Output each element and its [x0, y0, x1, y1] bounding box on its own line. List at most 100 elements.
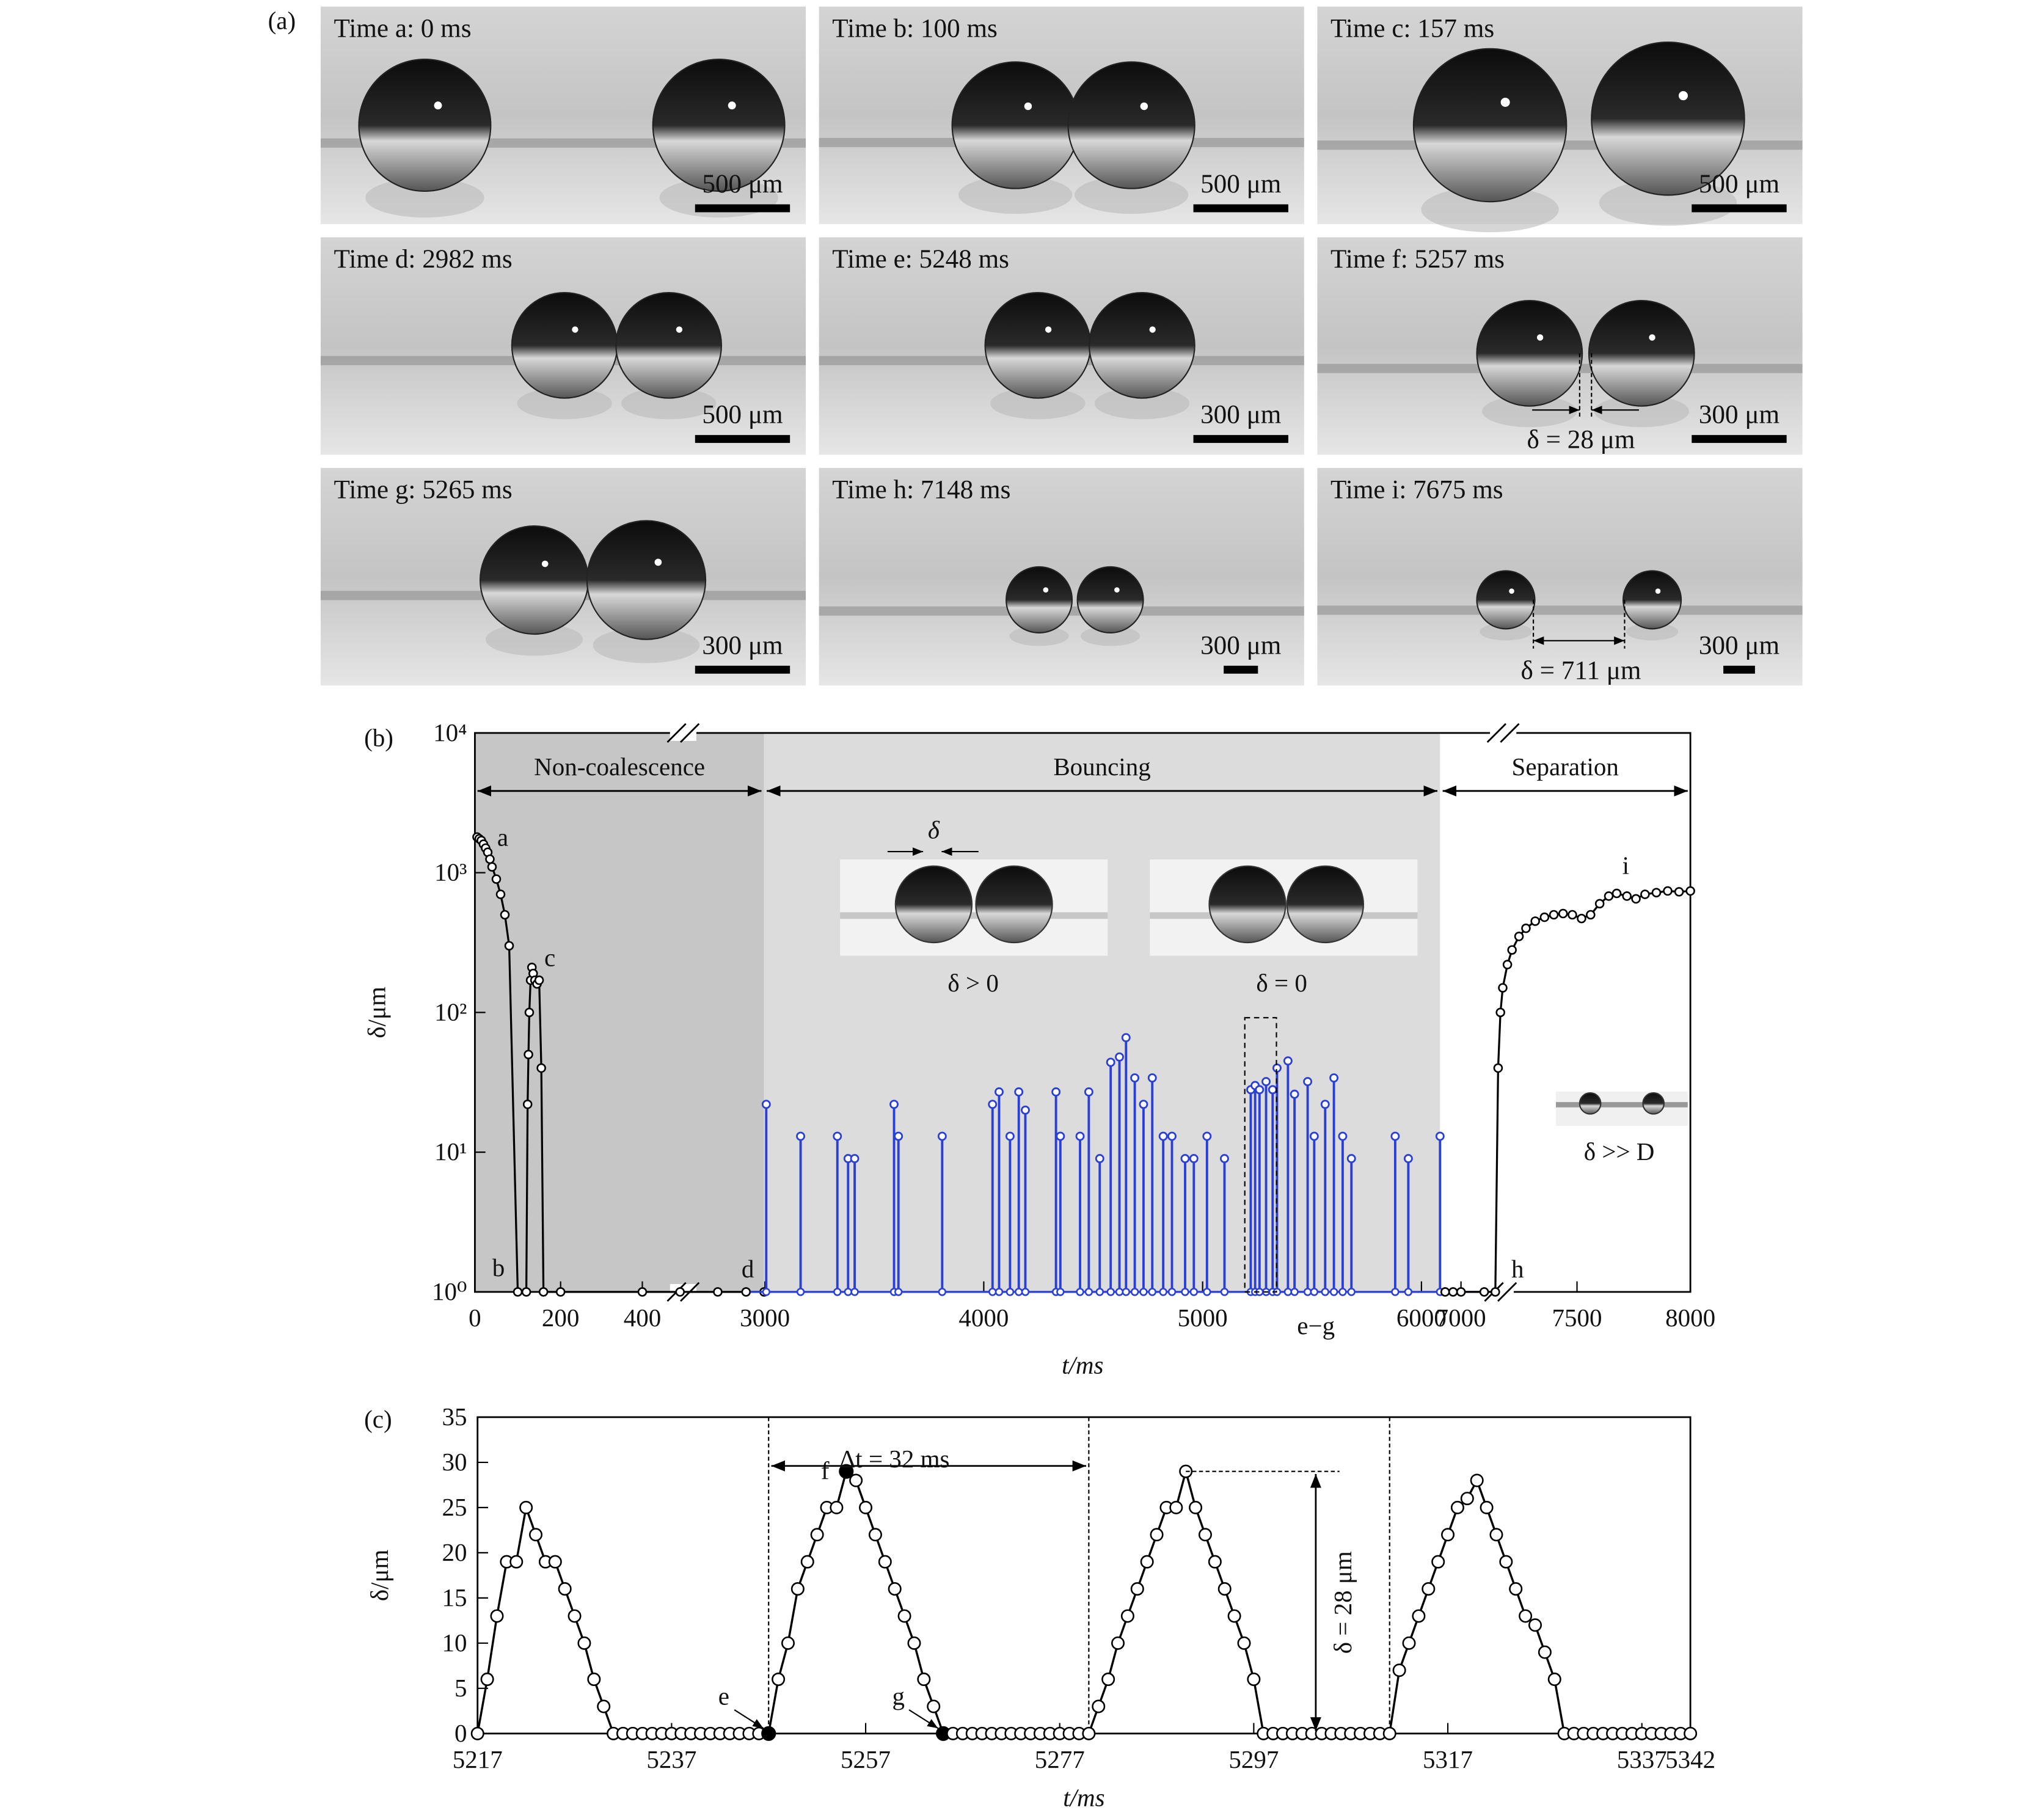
inset-droplet: [1642, 1092, 1665, 1115]
data-point: [480, 1673, 494, 1687]
axis-break: [1490, 724, 1517, 741]
data-point: [1470, 1473, 1484, 1487]
data-point: [1208, 1555, 1222, 1569]
data-point: [1539, 912, 1550, 922]
data-point: [741, 1287, 751, 1297]
stem-base-marker: [796, 1288, 805, 1296]
data-point: [1412, 1609, 1426, 1623]
stem-base-marker: [1056, 1288, 1065, 1296]
droplet: [511, 292, 618, 399]
scale-label: 300 μm: [1699, 401, 1779, 429]
stem-marker: [1290, 1089, 1299, 1099]
stem-base-marker: [1347, 1288, 1356, 1296]
x-tick-label: 7500: [1552, 1304, 1602, 1332]
data-point: [1684, 1726, 1698, 1740]
stem-base-marker: [1310, 1288, 1319, 1296]
droplet: [1591, 41, 1745, 196]
data-point: [1594, 899, 1605, 909]
stem-base-marker: [1404, 1288, 1413, 1296]
data-point: [1663, 886, 1673, 896]
stem-marker: [1056, 1131, 1065, 1141]
photo-time: Time f: 5257 ms: [1330, 245, 1505, 274]
stem-marker: [1130, 1073, 1140, 1083]
data-point: [1431, 1555, 1445, 1569]
data-point: [1217, 1582, 1232, 1596]
reflection: [1626, 622, 1679, 641]
point-arrow: [734, 1709, 764, 1729]
inset-surface: [840, 912, 1108, 919]
data-point: [1640, 889, 1650, 899]
data-point: [529, 1528, 543, 1542]
stem-base-marker: [1021, 1288, 1030, 1296]
photo-annotation: δ = 28 μm: [1527, 426, 1635, 454]
data-point: [675, 1287, 685, 1297]
stem-marker: [1075, 1131, 1085, 1141]
reflection: [1599, 180, 1737, 226]
stem-marker: [1021, 1105, 1030, 1115]
photo-annotation: δ = 711 μm: [1521, 656, 1641, 685]
data-point: [577, 1636, 591, 1650]
droplet: [1006, 566, 1073, 633]
annotation: b: [492, 1253, 505, 1282]
y-tick-label: 10⁰: [432, 1277, 467, 1305]
region-label: Bouncing: [1053, 753, 1150, 781]
data-point: [1549, 910, 1559, 920]
droplet: [951, 61, 1079, 189]
axis-break: [1500, 723, 1520, 743]
droplet: [1476, 299, 1583, 407]
data-point: [761, 1726, 776, 1741]
data-point: [495, 889, 506, 899]
droplet: [1076, 566, 1144, 633]
stem-base-marker: [1321, 1288, 1329, 1296]
data-point: [800, 1555, 814, 1569]
data-point: [897, 1609, 911, 1623]
data-point: [1509, 1582, 1523, 1596]
region: [475, 732, 764, 1292]
stem-base-marker: [833, 1288, 842, 1296]
stem-marker: [1106, 1057, 1115, 1067]
data-point: [1480, 1500, 1494, 1514]
glint: [1655, 588, 1661, 594]
axis-break: [680, 723, 700, 743]
data-point: [1130, 1582, 1144, 1596]
stem-base-marker: [1303, 1288, 1312, 1296]
x-tick-label: 5317: [1423, 1745, 1473, 1773]
inset-surface: [1556, 1102, 1688, 1108]
data-point: [1479, 1287, 1489, 1297]
x-tick-label: 7000: [1436, 1304, 1486, 1332]
data-point: [830, 1500, 844, 1514]
y-tick-label: 0: [454, 1719, 467, 1747]
stem-marker: [1435, 1131, 1445, 1141]
y-tick-label: 10¹: [434, 1137, 467, 1166]
data-point: [888, 1582, 902, 1596]
data-point: [1502, 960, 1513, 969]
data-point: [1402, 1636, 1416, 1650]
data-point: [849, 1473, 863, 1487]
data-point: [1198, 1528, 1212, 1542]
stem-base-marker: [1290, 1288, 1299, 1296]
stem-base-marker: [762, 1288, 771, 1296]
stem-marker: [1139, 1100, 1148, 1109]
y-tick-label: 10⁴: [433, 718, 467, 746]
x-tick-label: 5277: [1035, 1745, 1085, 1773]
stem-marker: [1189, 1154, 1199, 1164]
stem-marker: [1403, 1154, 1413, 1164]
data-point: [1120, 1609, 1134, 1623]
stem-base-marker: [1106, 1288, 1115, 1296]
scale-bar: [1224, 665, 1258, 674]
panel-label: (c): [364, 1405, 392, 1433]
data-point: [868, 1528, 882, 1542]
inset-label: δ >> D: [1584, 1137, 1655, 1166]
inset-label: δ = 0: [1256, 969, 1307, 997]
scale-label: 300 μm: [1699, 631, 1779, 660]
glint: [1649, 334, 1655, 341]
annotation: c: [544, 943, 555, 971]
stem-base-marker: [1095, 1288, 1104, 1296]
data-point: [548, 1555, 562, 1569]
droplet: [652, 59, 786, 192]
data-point: [1519, 1609, 1533, 1623]
stem-marker: [937, 1131, 947, 1141]
reflection: [958, 175, 1073, 214]
reflection: [990, 387, 1086, 420]
